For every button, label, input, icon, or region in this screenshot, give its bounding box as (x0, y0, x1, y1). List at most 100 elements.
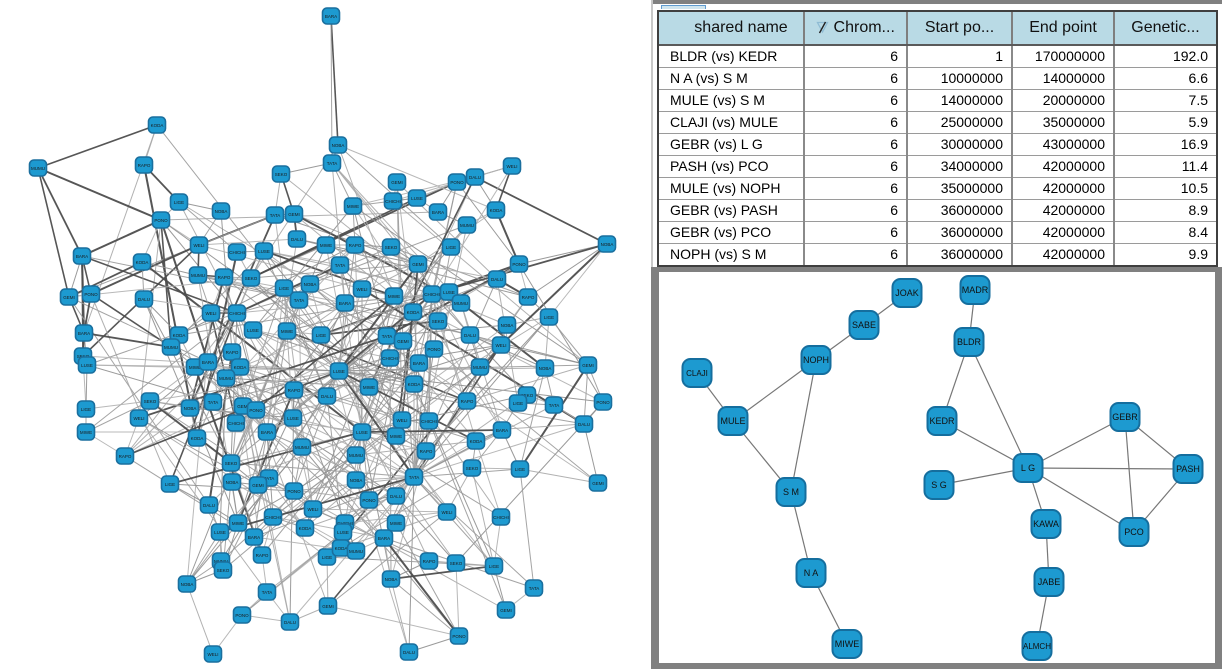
svg-text:TATA: TATA (270, 213, 281, 218)
svg-text:MUMU: MUMU (164, 345, 178, 350)
svg-text:WELI: WELI (495, 343, 506, 348)
svg-text:NOBA: NOBA (304, 282, 317, 287)
svg-text:SEKO: SEKO (450, 561, 463, 566)
svg-text:LUSE: LUSE (333, 369, 345, 374)
svg-text:RAPO: RAPO (349, 243, 362, 248)
svg-text:LIGE: LIGE (489, 564, 499, 569)
svg-text:GEMI: GEMI (237, 404, 249, 409)
svg-text:GEMI: GEMI (412, 262, 424, 267)
svg-text:LIGE: LIGE (544, 315, 554, 320)
svg-text:PONO: PONO (84, 292, 98, 297)
svg-text:SEKO: SEKO (466, 466, 479, 471)
svg-text:KODA: KODA (407, 310, 420, 315)
svg-text:LUSE: LUSE (81, 363, 93, 368)
svg-text:WELI: WELI (193, 243, 204, 248)
svg-text:MIWE: MIWE (189, 365, 201, 370)
svg-text:TATA: TATA (327, 161, 338, 166)
svg-text:KODA: KODA (136, 260, 149, 265)
svg-text:MUMU: MUMU (349, 453, 363, 458)
svg-text:CHICHI: CHICHI (421, 419, 437, 424)
svg-text:DALU: DALU (403, 650, 415, 655)
svg-text:WELI: WELI (133, 416, 144, 421)
svg-text:SEKO: SEKO (432, 319, 445, 324)
svg-text:BARA: BARA (248, 535, 260, 540)
svg-text:CHICHI: CHICHI (424, 292, 440, 297)
svg-text:DALU: DALU (291, 237, 303, 242)
svg-text:KODA: KODA (408, 382, 421, 387)
svg-text:DALU: DALU (491, 277, 503, 282)
svg-text:LIGE: LIGE (316, 333, 326, 338)
svg-text:PONO: PONO (512, 262, 526, 267)
svg-text:RAPO: RAPO (461, 399, 474, 404)
svg-text:ALMCH: ALMCH (1023, 642, 1051, 651)
svg-text:KODA: KODA (191, 436, 204, 441)
svg-text:MADR: MADR (962, 285, 989, 295)
svg-text:GEBR: GEBR (1112, 412, 1138, 422)
svg-text:NOPH: NOPH (803, 355, 829, 365)
svg-text:KODA: KODA (151, 123, 164, 128)
svg-text:TATA: TATA (529, 586, 540, 591)
svg-text:DALU: DALU (578, 422, 590, 427)
svg-text:MUMU: MUMU (31, 166, 45, 171)
svg-text:RAPO: RAPO (218, 275, 231, 280)
svg-text:PCO: PCO (1124, 527, 1144, 537)
svg-text:SABE: SABE (852, 320, 876, 330)
svg-text:MIWE: MIWE (347, 204, 359, 209)
svg-text:LUSE: LUSE (287, 416, 299, 421)
svg-text:LIGE: LIGE (446, 245, 456, 250)
svg-text:WELI: WELI (207, 652, 218, 657)
svg-text:RAPO: RAPO (138, 163, 151, 168)
svg-text:RAPO: RAPO (420, 449, 433, 454)
svg-text:LUSE: LUSE (247, 328, 259, 333)
svg-text:LUSE: LUSE (443, 290, 455, 295)
svg-text:MUMU: MUMU (219, 376, 233, 381)
svg-text:CLAJI: CLAJI (686, 369, 708, 378)
svg-text:LIGE: LIGE (165, 482, 175, 487)
svg-text:KODA: KODA (299, 526, 312, 531)
svg-text:RAPO: RAPO (119, 454, 132, 459)
svg-text:LUSE: LUSE (214, 530, 226, 535)
svg-text:KODA: KODA (490, 208, 503, 213)
svg-text:PONO: PONO (452, 634, 466, 639)
svg-text:PONO: PONO (235, 613, 249, 618)
svg-text:SEKO: SEKO (217, 568, 230, 573)
svg-text:TATA: TATA (335, 263, 346, 268)
svg-text:BLDR: BLDR (957, 337, 982, 347)
svg-text:RAPO: RAPO (522, 295, 535, 300)
svg-text:KODA: KODA (234, 365, 247, 370)
svg-text:WELI: WELI (506, 164, 517, 169)
svg-text:MUMU: MUMU (349, 549, 363, 554)
svg-text:NOBA: NOBA (181, 582, 194, 587)
svg-text:TATA: TATA (208, 400, 219, 405)
svg-text:GEMI: GEMI (592, 481, 604, 486)
svg-text:MIWE: MIWE (390, 521, 402, 526)
svg-text:TATA: TATA (264, 476, 275, 481)
svg-text:TATA: TATA (549, 403, 560, 408)
svg-text:NOBA: NOBA (350, 478, 363, 483)
svg-text:MIWE: MIWE (388, 294, 400, 299)
svg-text:DALU: DALU (390, 494, 402, 499)
svg-text:BARA: BARA (378, 536, 390, 541)
svg-text:BARA: BARA (202, 360, 214, 365)
svg-text:RAPO: RAPO (288, 388, 301, 393)
svg-text:WELI: WELI (307, 507, 318, 512)
svg-text:LIGE: LIGE (513, 401, 523, 406)
svg-text:BARA: BARA (325, 14, 337, 19)
svg-text:BARA: BARA (496, 428, 508, 433)
svg-text:MIWE: MIWE (390, 434, 402, 439)
svg-text:CHICHI: CHICHI (229, 250, 245, 255)
svg-text:DALU: DALU (284, 620, 296, 625)
svg-text:LIGE: LIGE (279, 286, 289, 291)
svg-text:LUSE: LUSE (258, 249, 270, 254)
svg-text:MULE: MULE (720, 416, 745, 426)
svg-text:WELI: WELI (441, 510, 452, 515)
svg-text:CHICHI: CHICHI (382, 356, 398, 361)
svg-text:PONO: PONO (287, 489, 301, 494)
svg-text:TATA: TATA (409, 475, 420, 480)
svg-text:MUMU: MUMU (295, 445, 309, 450)
svg-text:PONO: PONO (427, 347, 441, 352)
svg-text:KODA: KODA (173, 333, 186, 338)
svg-text:LUSE: LUSE (356, 430, 368, 435)
svg-text:SEKO: SEKO (144, 399, 157, 404)
svg-text:MIWE: MIWE (232, 521, 244, 526)
